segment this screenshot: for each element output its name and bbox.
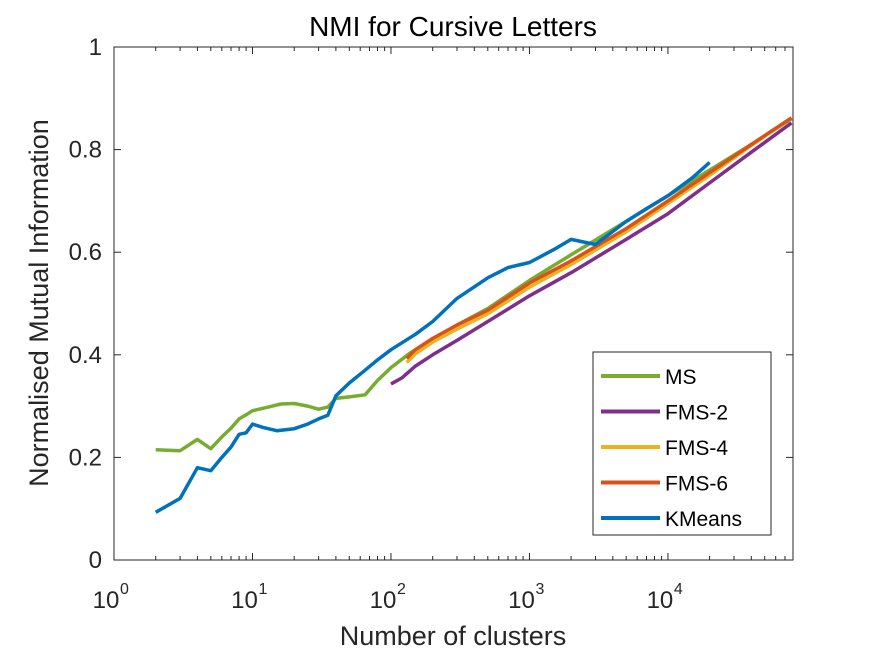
legend-label-fms-2: FMS-2 — [665, 402, 728, 425]
series-layer — [154, 116, 793, 514]
legend-label-kmeans: KMeans — [665, 508, 742, 531]
legend-label-fms-4: FMS-4 — [665, 437, 728, 460]
legend-box — [592, 351, 772, 536]
x-tick-label: 10 — [508, 587, 535, 614]
axes-layer: 10 0 10 1 10 2 10 3 10 400.20.40.60.81 — [69, 34, 794, 614]
axes-box — [113, 46, 794, 561]
x-tick-label: 10 — [231, 587, 258, 614]
series-line-kmeans — [154, 161, 711, 514]
x-tick-label: 10 — [370, 587, 397, 614]
y-tick-label: 0.2 — [69, 444, 102, 471]
series-line-fms-2 — [390, 121, 793, 386]
y-tick-label: 0 — [89, 547, 102, 574]
legend-label-ms: MS — [665, 366, 697, 389]
series-line-fms-4 — [405, 116, 793, 364]
chart-title: NMI for Cursive Letters — [309, 11, 597, 42]
y-tick-label: 0.8 — [69, 137, 102, 164]
y-axis-title: Normalised Mutual Information — [24, 119, 54, 487]
y-tick-label: 0.4 — [69, 342, 102, 369]
x-tick-label: 10 — [647, 587, 674, 614]
x-tick-exponent: 4 — [674, 581, 683, 598]
y-tick-label: 0.6 — [69, 239, 102, 266]
x-tick-exponent: 2 — [397, 581, 406, 598]
x-tick-exponent: 3 — [535, 581, 544, 598]
x-tick-exponent: 1 — [258, 581, 267, 598]
legend: MS FMS-2 FMS-4 FMS-6 KMeans — [592, 351, 772, 536]
series-line-fms-6 — [405, 116, 793, 360]
y-tick-label: 1 — [89, 34, 102, 61]
x-tick-exponent: 0 — [120, 581, 129, 598]
legend-label-fms-6: FMS-6 — [665, 473, 728, 496]
x-axis-title: Number of clusters — [340, 621, 567, 651]
x-tick-label: 10 — [93, 587, 120, 614]
